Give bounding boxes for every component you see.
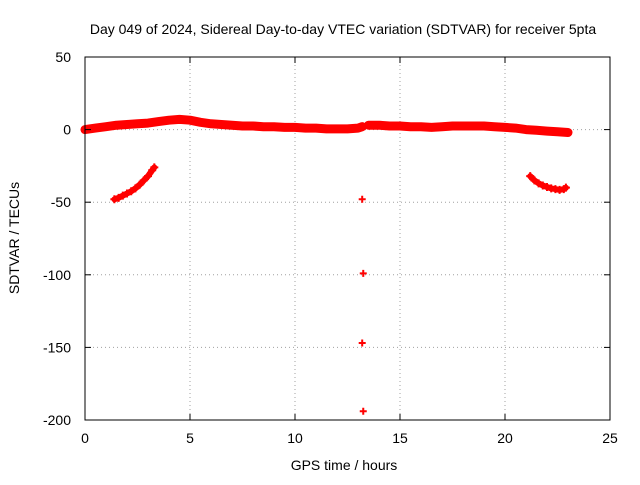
x-tick-label-0: 0 — [81, 430, 89, 446]
point-late-arc-0 — [526, 172, 535, 181]
point-main-band-4 — [123, 120, 131, 129]
axis-ticks — [84, 56, 611, 421]
y-tick-label--150: -150 — [43, 339, 71, 355]
point-early-arc-2 — [118, 191, 127, 200]
point-band-after-gap-6 — [427, 123, 436, 132]
point-band-after-gap-11 — [480, 121, 488, 130]
series-main-band — [80, 114, 367, 135]
point-late-arc-2 — [534, 179, 543, 188]
plot-border — [84, 56, 611, 421]
point-band-after-gap-10 — [469, 121, 478, 130]
point-early-arc-7 — [139, 176, 148, 185]
point-main-band-11 — [196, 118, 205, 127]
x-axis-label: GPS time / hours — [291, 457, 398, 473]
point-main-band-7 — [154, 117, 163, 126]
y-axis-label: SDTVAR / TECUs — [6, 182, 22, 294]
chart-title: Day 049 of 2024, Sidereal Day-to-day VTE… — [90, 21, 597, 37]
y-tick-label--200: -200 — [43, 412, 71, 428]
point-main-band-14 — [228, 121, 236, 130]
point-early-arc-10 — [150, 163, 159, 172]
tick-labels: 0 5 10 15 20 25 50 0 -50 -100 -150 -200 — [43, 49, 618, 446]
grid-lines — [85, 57, 610, 420]
x-tick-label-20: 20 — [497, 430, 513, 446]
point-band-after-gap-3 — [396, 121, 404, 130]
x-tick-label-25: 25 — [602, 430, 618, 446]
point-main-band-6 — [144, 119, 152, 128]
point-band-after-gap-4 — [406, 122, 415, 131]
series-isolated-points — [358, 195, 367, 415]
point-early-arc-8 — [144, 172, 152, 181]
series-early-arc — [110, 163, 159, 204]
point-band-after-gap-19 — [564, 128, 572, 137]
point-main-band-10 — [186, 116, 194, 125]
y-tick-label-0: 0 — [63, 122, 71, 138]
point-late-arc-4 — [543, 182, 551, 191]
point-band-after-gap-17 — [543, 127, 551, 136]
point-main-band-26 — [354, 124, 362, 133]
point-band-after-gap-9 — [459, 121, 467, 130]
series-band-after-gap — [364, 120, 573, 137]
point-main-band-21 — [301, 124, 310, 133]
point-late-arc-1 — [530, 176, 539, 185]
point-main-band-13 — [217, 120, 226, 129]
point-main-band-9 — [175, 115, 184, 124]
x-tick-label-15: 15 — [392, 430, 408, 446]
point-main-band-17 — [259, 122, 268, 131]
point-band-after-gap-5 — [417, 122, 425, 131]
point-main-band-15 — [238, 121, 247, 130]
point-isolated-points-1 — [359, 269, 367, 277]
point-isolated-points-3 — [359, 407, 367, 415]
point-band-after-gap-18 — [553, 127, 562, 136]
point-early-arc-3 — [123, 189, 131, 198]
point-band-after-gap-13 — [501, 123, 509, 132]
point-main-band-1 — [91, 124, 100, 133]
point-main-band-5 — [133, 119, 142, 128]
point-main-band-23 — [322, 124, 331, 133]
point-late-arc-9 — [561, 183, 570, 192]
point-band-after-gap-0 — [364, 121, 373, 130]
point-main-band-22 — [312, 124, 320, 133]
point-main-band-16 — [249, 121, 257, 130]
point-isolated-points-2 — [358, 339, 366, 347]
point-early-arc-1 — [114, 193, 123, 202]
point-early-arc-0 — [110, 195, 119, 204]
point-band-after-gap-1 — [375, 121, 383, 130]
point-main-band-20 — [291, 123, 299, 132]
data-series — [80, 114, 573, 415]
series-late-arc — [526, 172, 570, 194]
point-early-arc-6 — [135, 180, 144, 189]
point-band-after-gap-14 — [511, 124, 520, 133]
point-band-after-gap-15 — [522, 125, 530, 134]
point-band-after-gap-16 — [532, 126, 541, 135]
point-early-arc-4 — [127, 187, 136, 196]
y-tick-label--50: -50 — [51, 194, 71, 210]
point-late-arc-3 — [538, 181, 547, 190]
point-main-band-8 — [165, 116, 173, 125]
x-tick-label-10: 10 — [287, 430, 303, 446]
point-main-band-18 — [270, 122, 278, 131]
point-band-after-gap-2 — [385, 121, 394, 130]
point-main-band-24 — [333, 124, 341, 133]
point-isolated-points-0 — [358, 195, 366, 203]
point-band-after-gap-7 — [438, 122, 446, 131]
point-main-band-19 — [280, 123, 289, 132]
point-band-after-gap-8 — [448, 121, 457, 130]
y-tick-label--100: -100 — [43, 267, 71, 283]
point-main-band-25 — [343, 124, 352, 133]
y-tick-label-50: 50 — [55, 49, 71, 65]
point-early-arc-5 — [131, 184, 140, 193]
point-main-band-12 — [207, 119, 215, 128]
point-band-after-gap-12 — [490, 122, 499, 131]
x-tick-label-5: 5 — [186, 430, 194, 446]
point-main-band-2 — [102, 122, 110, 131]
point-main-band-3 — [112, 121, 121, 130]
series-line-main-band — [80, 114, 367, 135]
